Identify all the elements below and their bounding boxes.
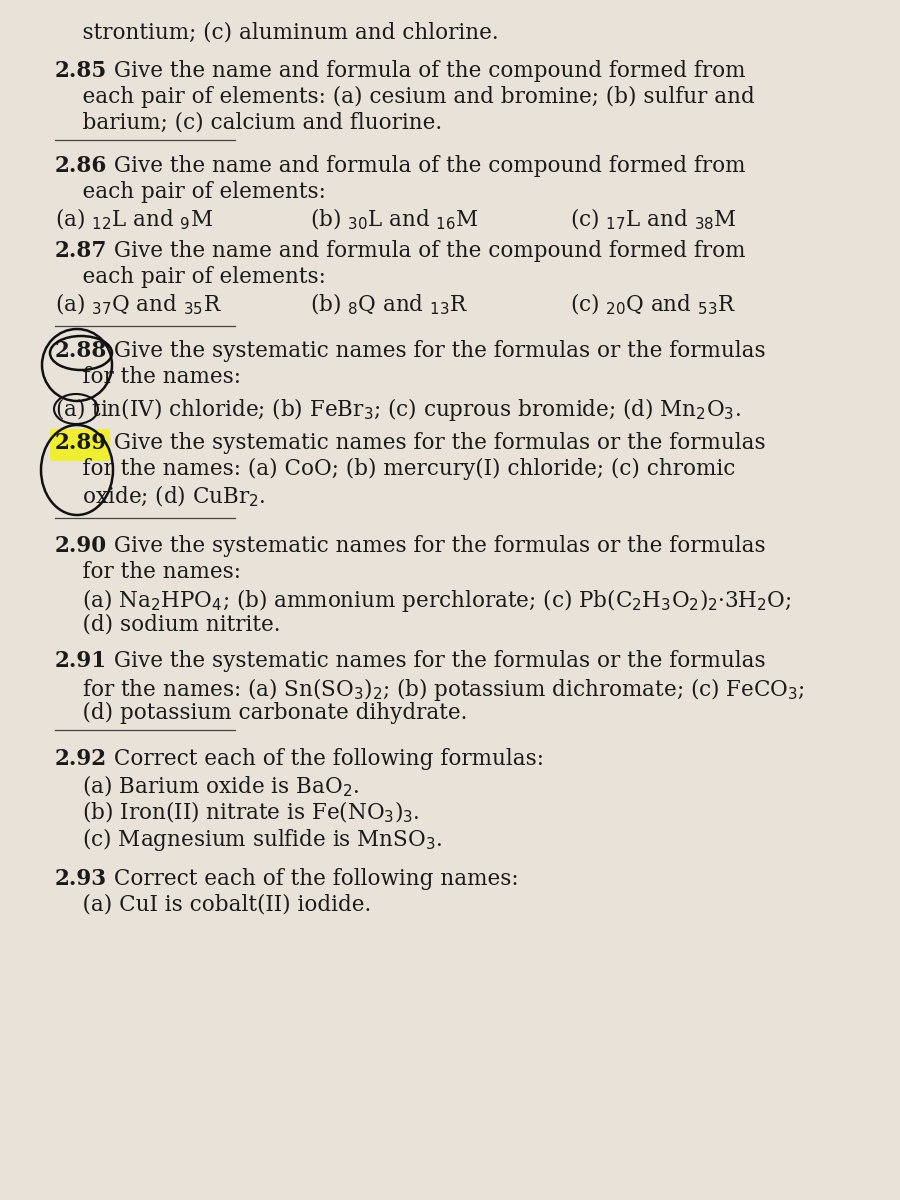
Text: 2.92: 2.92 (55, 748, 107, 770)
Text: Give the name and formula of the compound formed from: Give the name and formula of the compoun… (107, 60, 745, 82)
Text: each pair of elements:: each pair of elements: (55, 181, 326, 203)
Text: for the names:: for the names: (55, 560, 241, 583)
Text: (a) CuI is cobalt(II) iodide.: (a) CuI is cobalt(II) iodide. (55, 894, 371, 916)
Text: for the names: (a) CoO; (b) mercury(I) chloride; (c) chromic: for the names: (a) CoO; (b) mercury(I) c… (55, 458, 735, 480)
Text: (a) tin(IV) chloride; (b) FeBr$_3$; (c) cuprous bromide; (d) Mn$_2$O$_3$.: (a) tin(IV) chloride; (b) FeBr$_3$; (c) … (55, 396, 741, 422)
Text: 2.89: 2.89 (55, 432, 107, 454)
Text: Correct each of the following formulas:: Correct each of the following formulas: (107, 748, 544, 770)
Text: 2.88: 2.88 (55, 340, 107, 362)
Text: (a) $_{37}$Q and $_{35}$R: (a) $_{37}$Q and $_{35}$R (55, 292, 221, 317)
Text: Give the systematic names for the formulas or the formulas: Give the systematic names for the formul… (107, 650, 766, 672)
Text: (b) Iron(II) nitrate is Fe(NO$_3$)$_3$.: (b) Iron(II) nitrate is Fe(NO$_3$)$_3$. (55, 800, 419, 826)
Text: strontium; (c) aluminum and chlorine.: strontium; (c) aluminum and chlorine. (55, 22, 499, 44)
Text: Give the systematic names for the formulas or the formulas: Give the systematic names for the formul… (107, 535, 766, 557)
Text: (a) $_{12}$L and $_{9}$M: (a) $_{12}$L and $_{9}$M (55, 206, 213, 233)
Text: 2.85: 2.85 (55, 60, 107, 82)
Text: 2.93: 2.93 (55, 868, 107, 890)
Text: (b) $_{8}$Q and $_{13}$R: (b) $_{8}$Q and $_{13}$R (310, 292, 468, 317)
Text: Give the name and formula of the compound formed from: Give the name and formula of the compoun… (107, 155, 745, 176)
Text: (b) $_{30}$L and $_{16}$M: (b) $_{30}$L and $_{16}$M (310, 206, 479, 233)
Text: Give the name and formula of the compound formed from: Give the name and formula of the compoun… (107, 240, 745, 262)
Text: Correct each of the following names:: Correct each of the following names: (107, 868, 518, 890)
Text: for the names: (a) Sn(SO$_3$)$_2$; (b) potassium dichromate; (c) FeCO$_3$;: for the names: (a) Sn(SO$_3$)$_2$; (b) p… (55, 676, 805, 703)
Text: (c) $_{17}$L and $_{38}$M: (c) $_{17}$L and $_{38}$M (570, 206, 737, 233)
Text: each pair of elements:: each pair of elements: (55, 266, 326, 288)
Text: 2.90: 2.90 (55, 535, 107, 557)
Text: (a) Na$_2$HPO$_4$; (b) ammonium perchlorate; (c) Pb(C$_2$H$_3$O$_2$)$_2$·3H$_2$O: (a) Na$_2$HPO$_4$; (b) ammonium perchlor… (55, 587, 791, 614)
Text: for the names:: for the names: (55, 366, 241, 388)
Text: Give the systematic names for the formulas or the formulas: Give the systematic names for the formul… (107, 340, 766, 362)
Text: (d) sodium nitrite.: (d) sodium nitrite. (55, 613, 281, 635)
Text: 2.91: 2.91 (55, 650, 107, 672)
Text: (c) $_{20}$Q and $_{53}$R: (c) $_{20}$Q and $_{53}$R (570, 292, 736, 317)
FancyBboxPatch shape (50, 428, 110, 461)
Text: oxide; (d) CuBr$_2$.: oxide; (d) CuBr$_2$. (55, 484, 266, 509)
Text: (c) Magnesium sulfide is MnSO$_3$.: (c) Magnesium sulfide is MnSO$_3$. (55, 826, 442, 853)
Text: Give the systematic names for the formulas or the formulas: Give the systematic names for the formul… (107, 432, 766, 454)
Text: barium; (c) calcium and fluorine.: barium; (c) calcium and fluorine. (55, 112, 442, 134)
Text: (a) Barium oxide is BaO$_2$.: (a) Barium oxide is BaO$_2$. (55, 774, 359, 799)
Text: (d) potassium carbonate dihydrate.: (d) potassium carbonate dihydrate. (55, 702, 467, 724)
Text: 2.87: 2.87 (55, 240, 107, 262)
Text: 2.86: 2.86 (55, 155, 107, 176)
Text: each pair of elements: (a) cesium and bromine; (b) sulfur and: each pair of elements: (a) cesium and br… (55, 86, 755, 108)
